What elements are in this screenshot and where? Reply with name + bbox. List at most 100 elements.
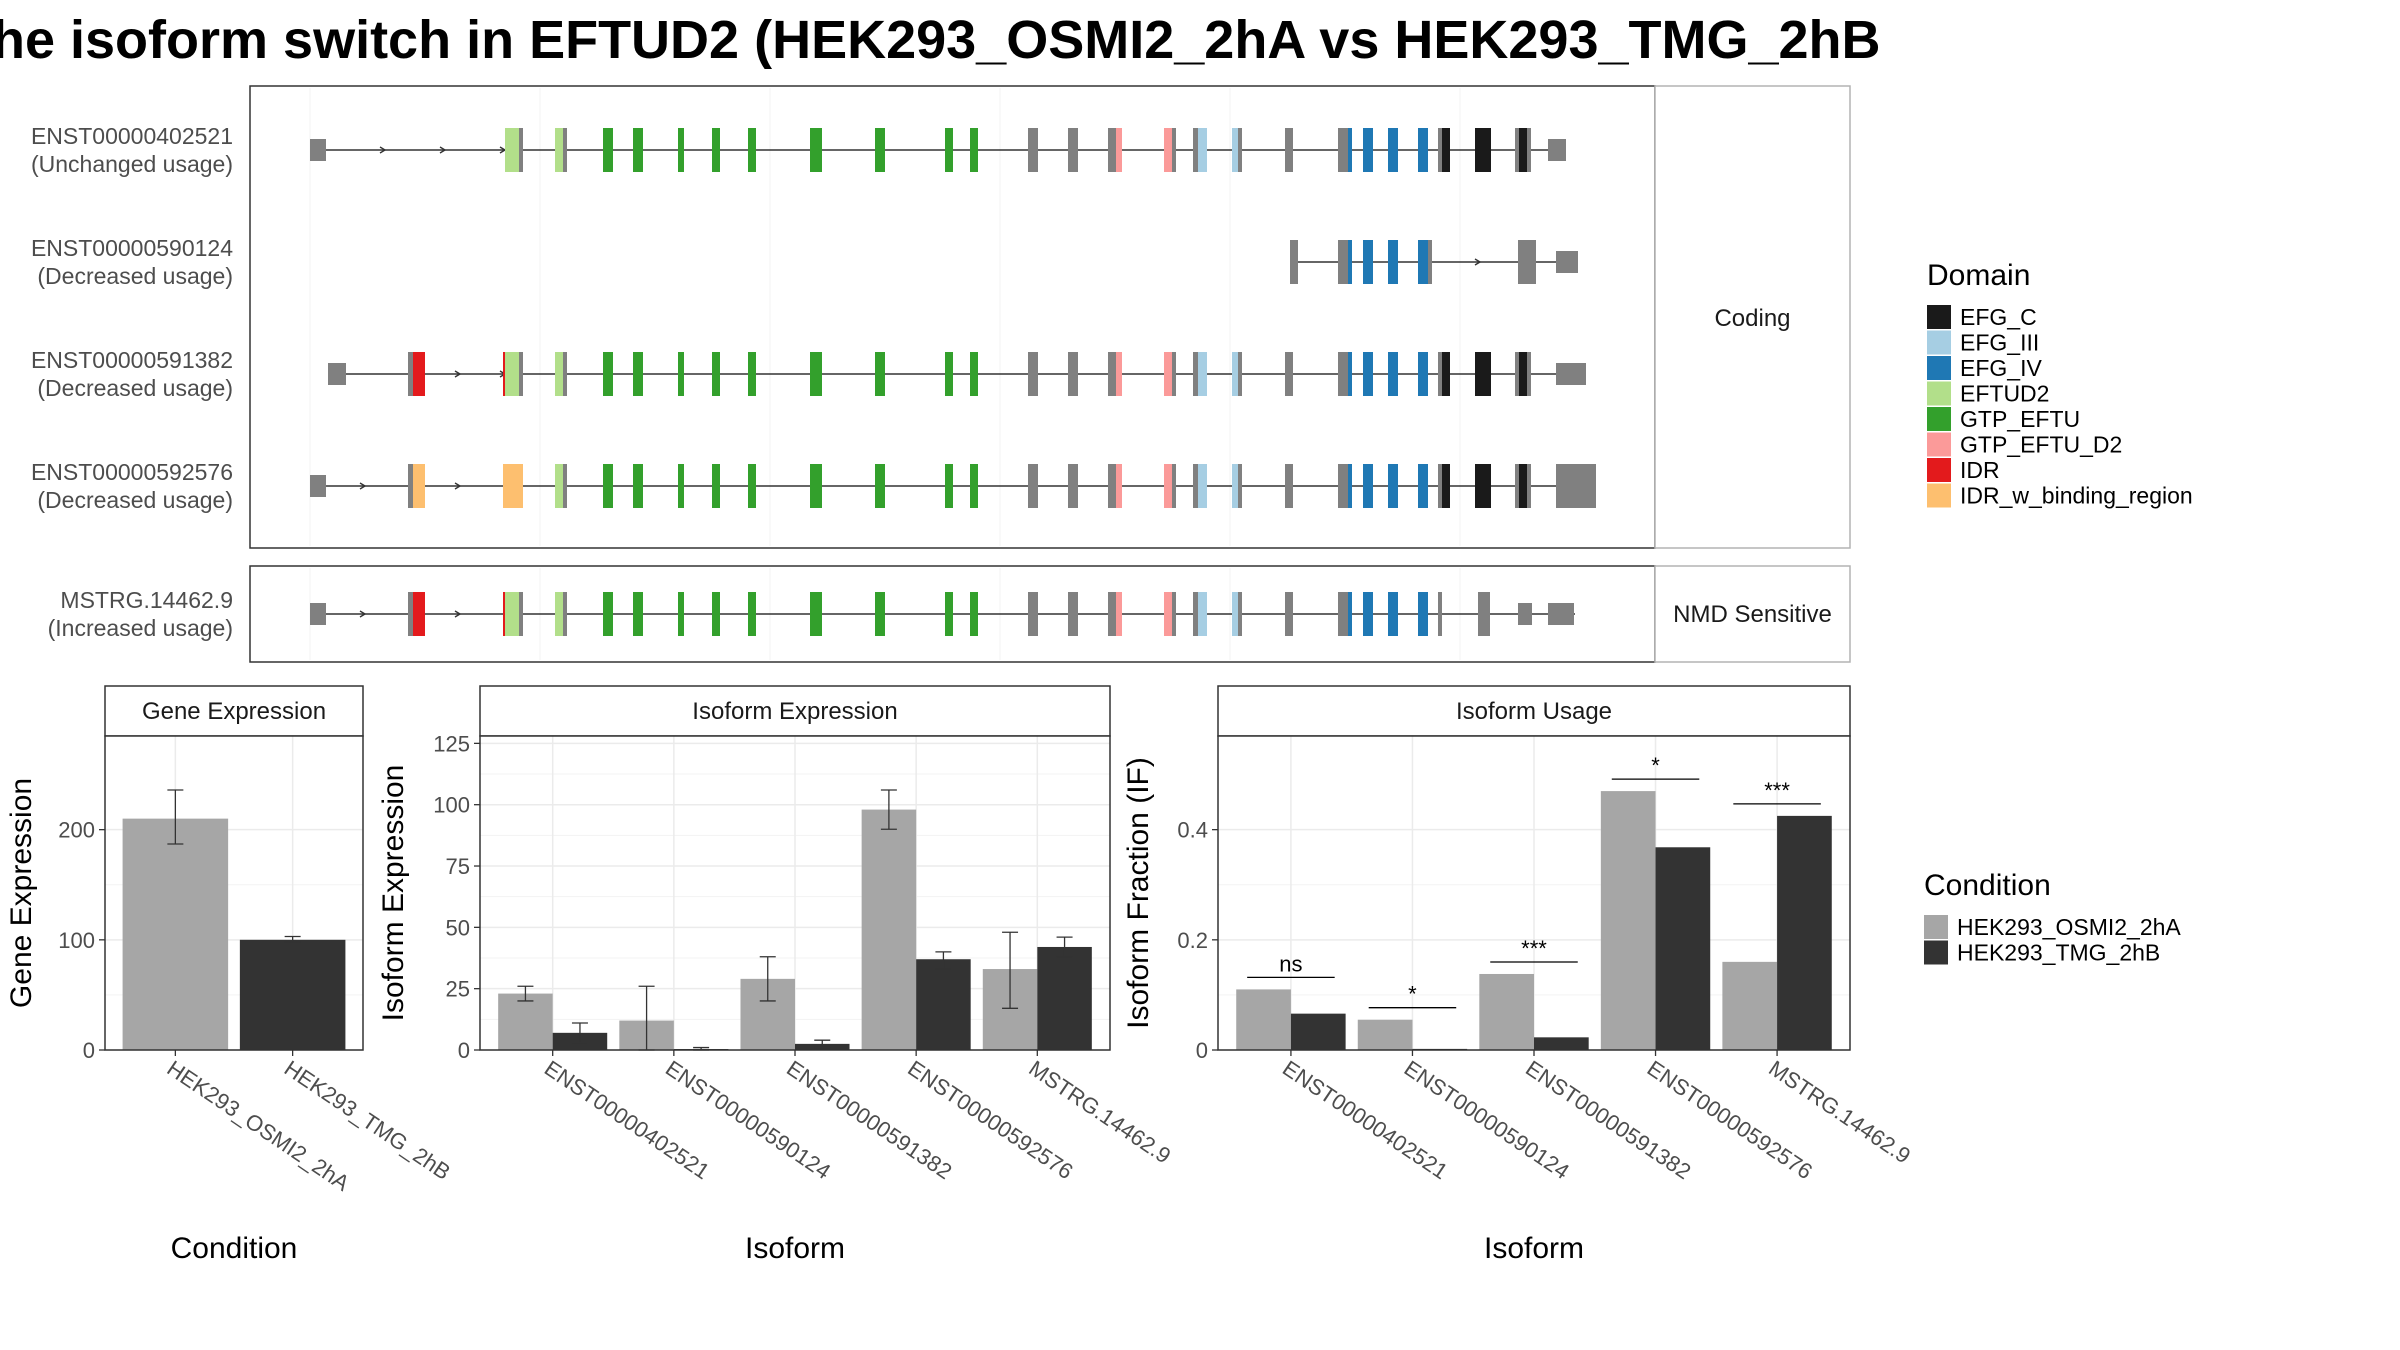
exon — [1108, 352, 1116, 396]
facet-strip — [479, 685, 1111, 737]
coding-strip — [1654, 85, 1851, 549]
exon — [712, 128, 720, 172]
exon — [1418, 128, 1428, 172]
exon — [1198, 128, 1207, 172]
exon — [1232, 592, 1238, 636]
exon — [555, 464, 563, 508]
transcript-usage-label: (Decreased usage) — [37, 375, 233, 401]
exon — [1515, 464, 1519, 508]
exon — [1172, 352, 1176, 396]
exon — [1556, 363, 1586, 385]
exon — [810, 464, 822, 508]
exon — [1527, 464, 1531, 508]
exon — [1116, 592, 1122, 636]
exon — [603, 352, 613, 396]
intron-arrow — [454, 610, 462, 618]
exon — [413, 352, 425, 396]
exon — [810, 128, 822, 172]
exon — [875, 464, 885, 508]
coding-strip-label: Coding — [1714, 305, 1790, 332]
exon — [1475, 352, 1491, 396]
domain-legend-swatch — [1927, 356, 1951, 380]
exon — [505, 592, 519, 636]
bar — [1722, 961, 1778, 1050]
y-tick-label: 75 — [446, 854, 470, 879]
bar — [498, 993, 553, 1050]
domain-legend-swatch — [1927, 305, 1951, 329]
plot-frame — [104, 735, 364, 1051]
exon — [1348, 464, 1352, 508]
domain-legend-swatch — [1927, 458, 1951, 482]
transcript-id-label: ENST00000592576 — [31, 459, 233, 485]
intron-arrow — [454, 482, 462, 490]
domain-legend-label: EFG_C — [1960, 304, 2037, 330]
exon — [1198, 352, 1207, 396]
exon — [1198, 592, 1207, 636]
bar — [1236, 989, 1291, 1050]
y-tick-label: 0 — [83, 1038, 95, 1063]
exon — [678, 464, 684, 508]
transcript-row — [1290, 240, 1578, 284]
transcript-id-label: MSTRG.14462.9 — [60, 587, 233, 613]
isoform-usage-chart: Isoform Usagens********00.20.4ENST000004… — [1122, 685, 1915, 1265]
exon — [1418, 352, 1428, 396]
domain-legend-label: IDR_w_binding_region — [1960, 483, 2193, 509]
exon — [1442, 128, 1450, 172]
condition-legend-label: HEK293_TMG_2hB — [1957, 940, 2160, 966]
exon — [1475, 128, 1491, 172]
facet-strip-title: Gene Expression — [142, 698, 326, 725]
intron-arrow — [359, 482, 367, 490]
exon — [1515, 352, 1519, 396]
condition-legend-label: HEK293_OSMI2_2hA — [1957, 914, 2181, 940]
exon — [748, 464, 756, 508]
domain-legend-swatch — [1927, 432, 1951, 457]
exon — [1238, 592, 1242, 636]
bar — [1600, 791, 1656, 1050]
bar — [1655, 847, 1711, 1050]
nmd-strip — [1654, 565, 1851, 663]
transcript-usage-label: (Decreased usage) — [37, 263, 233, 289]
exon — [413, 464, 425, 508]
domain-legend-label: GTP_EFTU — [1960, 406, 2080, 432]
exon — [712, 464, 720, 508]
facet-strip-title: Isoform Expression — [692, 698, 897, 725]
domain-legend-swatch — [1927, 407, 1951, 431]
exon — [310, 475, 326, 497]
exon — [1348, 128, 1352, 172]
exon — [678, 592, 684, 636]
exon — [563, 464, 567, 508]
exon — [310, 603, 326, 625]
exon — [408, 592, 413, 636]
exon — [1285, 592, 1293, 636]
exon — [1418, 240, 1428, 284]
exon — [555, 352, 563, 396]
intron-arrow — [359, 610, 367, 618]
significance-label: *** — [1521, 936, 1547, 961]
exon — [1348, 352, 1352, 396]
exon — [1388, 352, 1398, 396]
exon — [1348, 240, 1352, 284]
exon — [1238, 128, 1242, 172]
exon — [519, 592, 523, 636]
exon — [519, 128, 523, 172]
exon — [970, 128, 978, 172]
exon — [1442, 464, 1450, 508]
exon — [748, 128, 756, 172]
exon — [603, 464, 613, 508]
exon — [1418, 464, 1428, 508]
exon — [633, 128, 643, 172]
exon — [1068, 128, 1078, 172]
intron-arrow — [1474, 258, 1482, 266]
bar — [122, 818, 229, 1050]
y-tick-label: 100 — [58, 928, 95, 953]
exon — [563, 352, 567, 396]
exon — [1388, 128, 1398, 172]
exon — [1428, 240, 1432, 284]
exon — [875, 592, 885, 636]
exon — [1515, 128, 1519, 172]
exon — [603, 128, 613, 172]
exon — [1527, 128, 1531, 172]
intron-arrow — [454, 370, 462, 378]
